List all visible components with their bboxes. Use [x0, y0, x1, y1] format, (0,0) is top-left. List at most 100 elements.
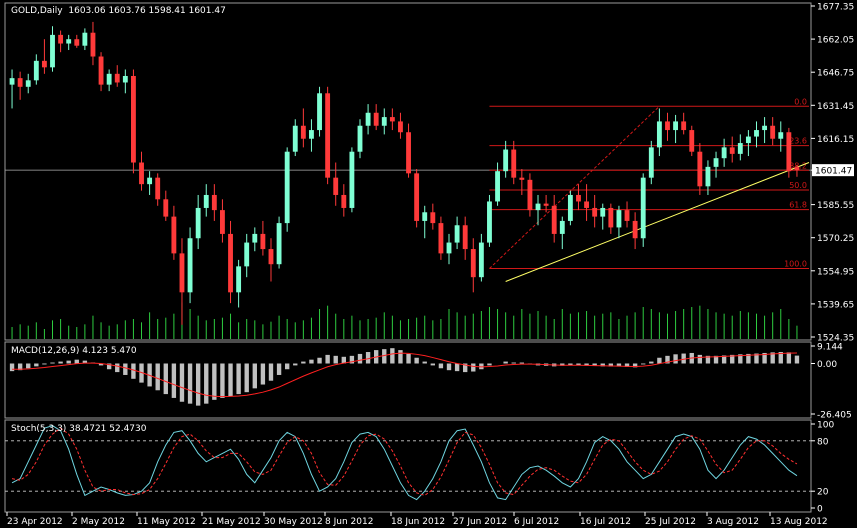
- candle-body: [632, 220, 638, 239]
- candle-body: [155, 177, 161, 200]
- stoch-tick-label: 80: [817, 437, 829, 447]
- axis-labels: 1677.35 1662.05 1646.75 1631.45 1616.15 1601.…: [6, 3, 854, 527]
- candle-body: [58, 34, 64, 44]
- fib-level-label: 50.0: [789, 181, 807, 190]
- candle-body: [414, 173, 420, 221]
- candle-body: [503, 149, 509, 172]
- candle-body: [98, 56, 104, 85]
- candle-body: [9, 78, 15, 85]
- stoch-main-line: [11, 425, 798, 501]
- price-tick-label: 1662.05: [817, 36, 854, 46]
- fib-level-label: 0.0: [794, 97, 807, 106]
- macd-tick-label: 9.144: [817, 343, 843, 353]
- candle-body: [82, 32, 88, 46]
- stoch-title: Stoch(5,3,3) 38.4721 52.4730: [11, 424, 147, 434]
- stoch-panel-frame: [4, 419, 812, 513]
- candle-body: [90, 32, 96, 57]
- candle-body: [252, 233, 258, 243]
- candle-body: [341, 194, 347, 208]
- candle-body: [114, 73, 120, 83]
- candle-body: [648, 147, 654, 178]
- candle-body: [478, 242, 484, 278]
- candle-body: [616, 210, 622, 228]
- candle-body: [543, 203, 549, 206]
- candle-body: [721, 147, 727, 159]
- candle-body: [66, 39, 72, 44]
- candle-body: [689, 130, 695, 152]
- candle-body: [228, 233, 233, 293]
- candle-body: [244, 242, 250, 267]
- price-tick-label: 1570.25: [817, 234, 854, 244]
- candle-body: [325, 93, 331, 178]
- panel-frames: [4, 2, 812, 513]
- date-tick-label: 16 Jul 2012: [580, 517, 631, 527]
- candle-body: [519, 177, 525, 180]
- date-tick-label: 6 Jul 2012: [514, 517, 559, 527]
- candle-body: [697, 151, 703, 187]
- candle-body: [41, 60, 47, 68]
- candle-body: [276, 223, 282, 265]
- fib-level-label: 38.2: [789, 161, 807, 170]
- candle-body: [754, 130, 759, 137]
- candle-body: [567, 194, 573, 221]
- candle-body: [292, 125, 298, 152]
- stoch-signal-line: [11, 427, 798, 496]
- date-tick-label: 21 May 2012: [202, 517, 261, 527]
- candle-body: [592, 207, 598, 217]
- price-panel-frame: [4, 2, 812, 341]
- candle-body: [640, 177, 646, 239]
- price-tick-label: 1616.15: [817, 135, 854, 145]
- candle-body: [762, 125, 768, 131]
- candle-body: [559, 220, 565, 234]
- candle-body: [365, 112, 371, 126]
- candle-body: [268, 249, 274, 265]
- candle-body: [122, 75, 128, 83]
- candle-body: [584, 201, 589, 208]
- candle-body: [511, 149, 517, 178]
- candle-body: [147, 177, 153, 185]
- stoch-tick-label: 100: [817, 421, 834, 431]
- candle-body: [673, 121, 679, 131]
- candle-body: [786, 132, 792, 172]
- candle-body: [187, 238, 193, 293]
- candle-body: [309, 130, 314, 139]
- candle-body: [389, 117, 395, 122]
- candle-body: [17, 78, 23, 87]
- candle-body: [487, 201, 492, 243]
- candle-body: [317, 93, 322, 131]
- candle-body: [713, 158, 719, 167]
- candle-body: [446, 242, 452, 254]
- candle-body: [608, 207, 614, 228]
- date-tick-label: 8 Jun 2012: [325, 517, 373, 527]
- candle-body: [398, 121, 403, 133]
- ohlc-readout: 1603.06 1603.76 1598.41 1601.47: [68, 6, 226, 16]
- price-tick-label: 1601.47: [815, 167, 852, 177]
- macd-tick-label: -26.405: [817, 411, 852, 421]
- price-tick-label: 1554.95: [817, 267, 854, 277]
- fib-level-label: 100.0: [784, 260, 807, 269]
- candle-body: [551, 205, 557, 234]
- date-tick-label: 3 Aug 2012: [707, 517, 759, 527]
- candle-body: [422, 212, 428, 221]
- candle-body: [665, 121, 670, 131]
- candle-body: [430, 212, 436, 224]
- candle-body: [33, 60, 39, 81]
- fib-level-label: 23.6: [789, 137, 807, 146]
- candle-body: [106, 73, 112, 85]
- macd-title: MACD(12,26,9) 4.123 5.470: [11, 346, 137, 356]
- candle-body: [25, 80, 31, 87]
- candle-body: [357, 125, 363, 152]
- candle-body: [139, 162, 144, 185]
- candle-body: [74, 39, 80, 46]
- price-tick-label: 1646.75: [817, 69, 854, 79]
- candle-body: [349, 151, 355, 208]
- macd-tick-label: 0.00: [817, 360, 837, 370]
- price-tick-label: 1631.45: [817, 102, 854, 112]
- trend-line: [505, 162, 810, 282]
- candle-body: [454, 225, 460, 243]
- date-tick-label: 30 May 2012: [264, 517, 323, 527]
- candle-body: [163, 199, 169, 217]
- candle-body: [462, 225, 468, 250]
- candle-body: [745, 136, 751, 144]
- stochastic-panel: [5, 425, 811, 501]
